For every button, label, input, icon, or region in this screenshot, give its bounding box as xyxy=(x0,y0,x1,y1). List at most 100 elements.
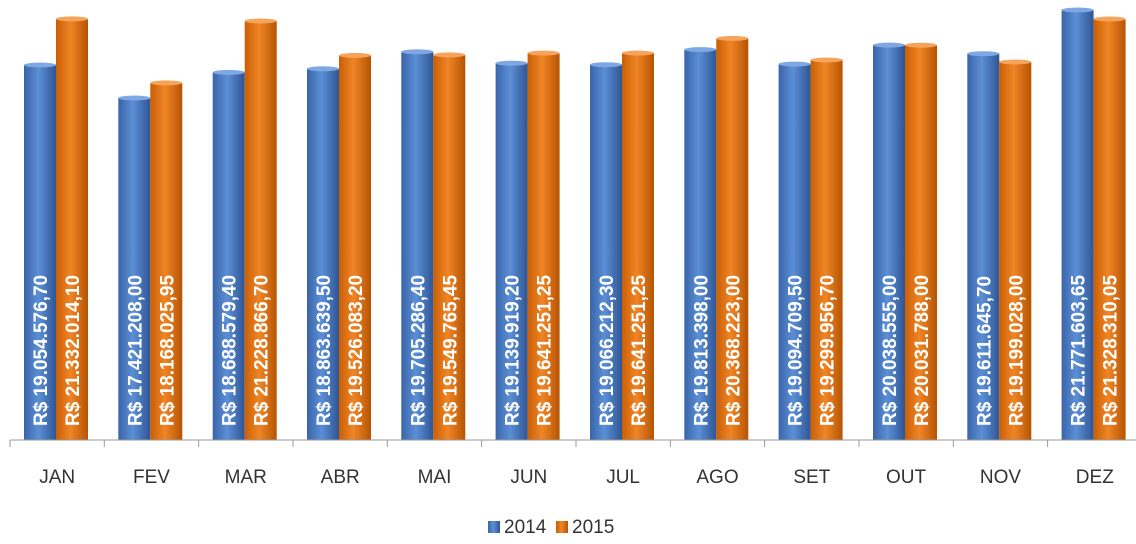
bar-cap xyxy=(401,49,434,55)
bar-cap xyxy=(307,66,339,72)
bar-cap xyxy=(684,47,717,53)
bar-cap xyxy=(339,52,371,58)
bar-data-label: R$ 19.199.028,00 xyxy=(1006,275,1027,426)
bar-2014-jan: R$ 19.054.576,70 xyxy=(24,62,56,440)
bar-cap xyxy=(999,59,1032,65)
bar-2015-ago: R$ 20.368.223,00 xyxy=(716,35,749,441)
bar-rect xyxy=(967,53,1000,440)
bar-data-label: R$ 19.705.286,40 xyxy=(408,275,429,426)
x-tick-label: FEV xyxy=(133,467,170,488)
bar-data-label: R$ 18.168.025,95 xyxy=(157,274,178,426)
bar-rect xyxy=(56,18,88,441)
bar-data-label: R$ 20.368.223,00 xyxy=(723,275,744,426)
bar-2015-out: R$ 20.031.788,00 xyxy=(905,42,937,440)
bar-2015-jan: R$ 21.332.014,10 xyxy=(56,16,88,441)
bar-cap xyxy=(590,62,622,68)
bar-2015-nov: R$ 19.199.028,00 xyxy=(999,59,1032,440)
bar-2014-fev: R$ 17.421.208,00 xyxy=(118,95,151,440)
bar-2014-dez: R$ 21.771.603,65 xyxy=(1061,7,1094,440)
bar-data-label: R$ 19.139.919,20 xyxy=(503,275,524,426)
bar-2014-jul: R$ 19.066.212,30 xyxy=(590,62,622,440)
bar-cap xyxy=(1061,7,1094,13)
bar-rect xyxy=(999,62,1032,440)
bar-cap xyxy=(24,62,56,68)
x-tick-label: DEZ xyxy=(1076,467,1114,488)
x-tick-label: ABR xyxy=(321,467,360,488)
bar-data-label: R$ 21.328.310,05 xyxy=(1101,274,1122,426)
bar-rect xyxy=(1093,19,1126,440)
bar-rect xyxy=(339,55,371,441)
x-tick-label: NOV xyxy=(980,467,1022,488)
bar-data-label: R$ 20.038.555,00 xyxy=(880,275,901,426)
bar-data-label: R$ 19.813.398,00 xyxy=(691,275,712,426)
bar-2015-mai: R$ 19.549.765,45 xyxy=(433,52,466,441)
bar-2015-set: R$ 19.299.956,70 xyxy=(810,57,843,440)
bar-data-label: R$ 19.094.709,50 xyxy=(786,275,807,426)
legend-label-2014: 2014 xyxy=(504,517,547,538)
legend-label-2015: 2015 xyxy=(572,517,614,538)
bar-rect xyxy=(307,68,339,441)
bar-cap xyxy=(967,51,1000,57)
bar-rect xyxy=(622,53,654,440)
bar-rect xyxy=(684,49,717,440)
bar-rect xyxy=(1061,10,1094,440)
bar-data-label: R$ 19.641.251,25 xyxy=(535,274,556,426)
bar-data-label: R$ 19.526.083,20 xyxy=(346,275,367,426)
bar-rect xyxy=(150,82,183,441)
bar-cap xyxy=(716,35,749,41)
x-tick-label: AGO xyxy=(696,467,738,488)
x-tick-label: JAN xyxy=(39,467,75,488)
bar-2014-mai: R$ 19.705.286,40 xyxy=(401,49,434,441)
x-tick-label: OUT xyxy=(886,467,927,488)
bar-2014-nov: R$ 19.611.645,70 xyxy=(967,51,1000,440)
bar-rect xyxy=(24,65,56,440)
bar-cap xyxy=(810,57,843,63)
bar-cap xyxy=(244,18,277,24)
bar-data-label: R$ 19.299.956,70 xyxy=(818,275,839,426)
bar-rect xyxy=(527,53,560,440)
bar-data-label: R$ 18.688.579,40 xyxy=(220,275,241,426)
bar-2015-fev: R$ 18.168.025,95 xyxy=(150,80,183,441)
bar-data-label: R$ 19.054.576,70 xyxy=(31,275,52,426)
bar-rect xyxy=(778,64,811,440)
bar-2014-jun: R$ 19.139.919,20 xyxy=(495,60,528,440)
bar-rect xyxy=(495,63,528,440)
bar-rect xyxy=(212,72,245,441)
bar-2015-dez: R$ 21.328.310,05 xyxy=(1093,16,1126,440)
bar-cap xyxy=(150,80,183,86)
bar-2014-set: R$ 19.094.709,50 xyxy=(778,61,811,440)
x-tick-label: MAI xyxy=(418,467,452,488)
x-ticks xyxy=(9,440,1049,447)
bar-data-label: R$ 19.549.765,45 xyxy=(440,274,461,426)
bar-rect xyxy=(716,38,749,441)
bars-layer: R$ 19.054.576,70 R$ 21.332.014,10 R$ 17.42… xyxy=(24,7,1126,441)
bar-2015-mar: R$ 21.228.866,70 xyxy=(244,18,277,440)
x-tick-label: JUL xyxy=(606,467,640,488)
bar-rect xyxy=(590,64,622,440)
legend: 2014 2015 xyxy=(488,517,614,538)
bar-data-label: R$ 18.863.639,50 xyxy=(314,275,335,426)
bar-data-label: R$ 20.031.788,00 xyxy=(912,275,933,426)
bar-rect xyxy=(905,45,937,440)
x-tick-label: MAR xyxy=(225,467,267,488)
x-tick-labels: JAN FEV MAR ABR MAI JUN JUL AGO SET OUT NOV DEZ xyxy=(39,467,1114,488)
bar-cap xyxy=(56,16,88,22)
bar-rect xyxy=(433,54,466,441)
bar-2014-out: R$ 20.038.555,00 xyxy=(873,42,905,440)
bar-data-label: R$ 21.228.866,70 xyxy=(252,275,273,426)
bar-rect xyxy=(873,45,905,440)
bar-cap xyxy=(1093,16,1126,22)
bar-cap xyxy=(873,42,905,48)
bar-rect xyxy=(810,60,843,440)
bar-cap xyxy=(778,61,811,67)
bar-rect xyxy=(244,21,277,440)
bar-2015-jul: R$ 19.641.251,25 xyxy=(622,50,654,440)
bar-cap xyxy=(622,50,654,56)
bar-2014-abr: R$ 18.863.639,50 xyxy=(307,66,339,441)
bar-cap xyxy=(212,69,245,75)
bar-rect xyxy=(118,98,151,440)
bar-data-label: R$ 19.641.251,25 xyxy=(629,274,650,426)
bar-2014-ago: R$ 19.813.398,00 xyxy=(684,47,717,440)
x-tick-label: SET xyxy=(793,467,830,488)
